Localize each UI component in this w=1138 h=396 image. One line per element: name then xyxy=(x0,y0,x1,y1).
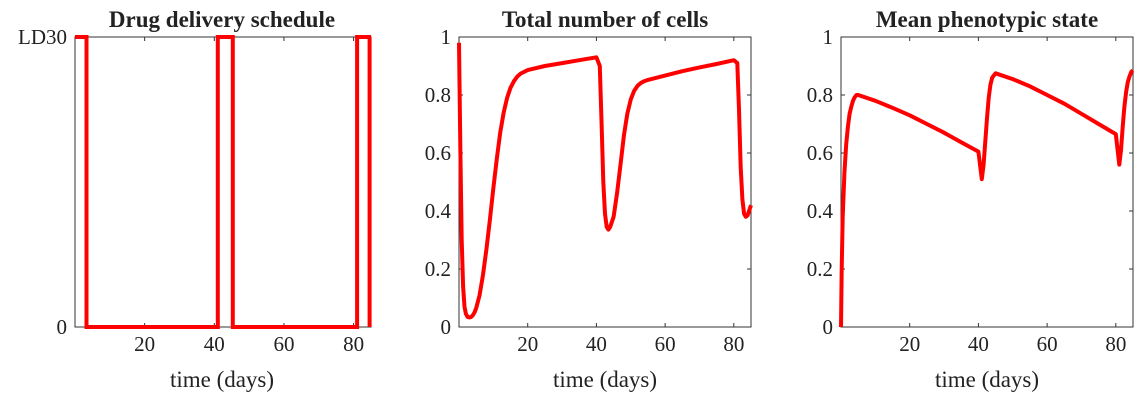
panel-drug-delivery-schedule: Drug delivery schedule 20 40 60 80 0 LD30 tim… xyxy=(18,7,372,392)
x-tick-label: 20 xyxy=(899,332,920,356)
x-axis-label: time (days) xyxy=(553,367,657,392)
y-tick-label: 0.6 xyxy=(425,141,451,165)
x-tick-label: 20 xyxy=(517,332,538,356)
y-tick-label: 0.8 xyxy=(425,83,451,107)
x-tick-label: 80 xyxy=(1105,332,1126,356)
y-tick-label: 0 xyxy=(441,315,452,339)
x-tick-label: 20 xyxy=(134,332,155,356)
series-line xyxy=(75,35,371,329)
series-line xyxy=(457,42,753,320)
axis-ticks: 20 40 60 80 0 0.2 0.4 0.6 0.8 1 xyxy=(807,25,1133,356)
x-axis-label: time (days) xyxy=(170,367,274,392)
y-tick-label: 0.2 xyxy=(807,257,833,281)
y-tick-label: 0.4 xyxy=(807,199,834,223)
chart-title: Mean phenotypic state xyxy=(876,7,1098,32)
plot-frame xyxy=(840,36,1134,328)
x-tick-label: 60 xyxy=(655,332,676,356)
x-tick-label: 80 xyxy=(723,332,744,356)
y-tick-label: LD30 xyxy=(18,25,67,49)
y-tick-label: 1 xyxy=(441,25,452,49)
axis-ticks: 20 40 60 80 0 0.2 0.4 0.6 0.8 1 xyxy=(425,25,751,356)
chart-title: Drug delivery schedule xyxy=(109,7,335,32)
y-tick-label: 0.2 xyxy=(425,257,451,281)
axis-ticks: 20 40 60 80 0 LD30 xyxy=(18,25,371,356)
series-line xyxy=(839,68,1135,328)
x-axis-label: time (days) xyxy=(935,367,1039,392)
x-tick-label: 40 xyxy=(968,332,989,356)
x-tick-label: 60 xyxy=(1037,332,1058,356)
y-tick-label: 0.8 xyxy=(807,83,833,107)
x-tick-label: 40 xyxy=(204,332,225,356)
x-tick-label: 60 xyxy=(273,332,294,356)
y-tick-label: 0.6 xyxy=(807,141,833,165)
panel-total-number-of-cells: Total number of cells 20 40 60 80 0 0.2 0.4 0.6… xyxy=(425,7,753,392)
x-tick-label: 40 xyxy=(586,332,607,356)
y-tick-label: 0 xyxy=(823,315,834,339)
plot-frame xyxy=(74,36,372,328)
panel-mean-phenotypic-state: Mean phenotypic state 20 40 60 80 0 0.2 0.4 0.6… xyxy=(807,7,1135,392)
x-tick-label: 80 xyxy=(343,332,364,356)
y-tick-label: 0.4 xyxy=(425,199,452,223)
y-tick-label: 1 xyxy=(823,25,834,49)
chart-title: Total number of cells xyxy=(502,7,708,32)
y-tick-label: 0 xyxy=(57,315,68,339)
